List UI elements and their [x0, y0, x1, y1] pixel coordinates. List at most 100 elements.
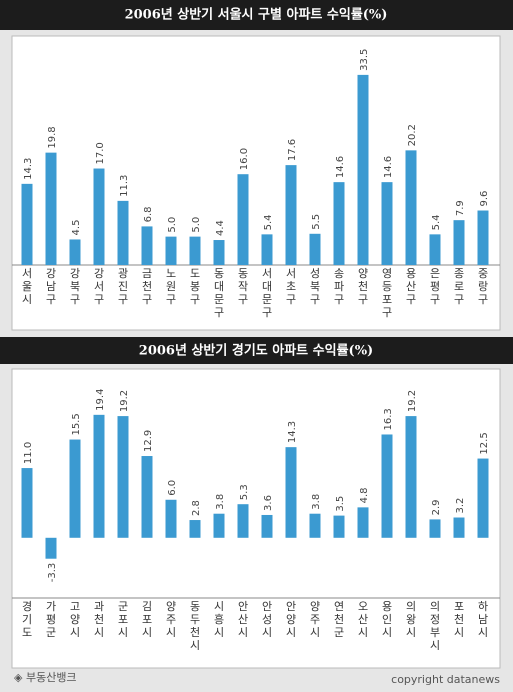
bar: [357, 74, 369, 265]
bar: [213, 240, 225, 265]
bar: [21, 183, 33, 265]
bar: [405, 416, 417, 538]
bar: [45, 152, 57, 265]
bar: [237, 174, 249, 265]
value-label: 5.0: [167, 217, 178, 233]
bar: [405, 150, 417, 265]
value-label: 19.4: [95, 389, 106, 411]
bar: [237, 504, 249, 538]
value-label: 9.6: [479, 191, 490, 207]
value-label: 5.5: [311, 214, 322, 230]
bar: [189, 520, 201, 538]
value-label: 4.4: [215, 220, 226, 236]
value-label: 3.8: [311, 494, 322, 510]
value-label: 14.3: [287, 421, 298, 443]
value-label: 7.9: [455, 200, 466, 216]
title-bar: [0, 337, 513, 364]
bar: [357, 507, 369, 538]
value-label: 3.5: [335, 496, 346, 512]
bar: [381, 434, 393, 538]
bar: [141, 456, 153, 538]
value-label: 5.0: [191, 217, 202, 233]
value-label: 15.5: [71, 413, 82, 435]
value-label: 5.4: [431, 214, 442, 230]
bar: [21, 468, 33, 538]
bar: [69, 439, 81, 538]
value-label: 16.0: [239, 148, 250, 170]
bar: [429, 234, 441, 265]
value-label: 12.5: [479, 432, 490, 454]
chart-title: 2006년 상반기 경기도 아파트 수익률(%): [139, 343, 373, 359]
bar: [453, 517, 465, 538]
value-label: 20.2: [407, 124, 418, 146]
value-label: 19.2: [119, 390, 130, 412]
bar: [429, 519, 441, 538]
bar: [309, 233, 321, 265]
bar: [333, 515, 345, 538]
copyright: copyright datanews: [391, 673, 500, 686]
bar: [477, 210, 489, 265]
plot-area: [11, 35, 501, 331]
bar: [309, 513, 321, 538]
value-label: 6.8: [143, 207, 154, 223]
value-label: 5.3: [239, 484, 250, 500]
bar: [45, 537, 57, 559]
bar: [477, 458, 489, 538]
value-label: 3.8: [215, 494, 226, 510]
bar: [261, 514, 273, 538]
plot-area: [11, 368, 501, 669]
bar: [141, 226, 153, 265]
chart-title: 2006년 상반기 서울시 구별 아파트 수익률(%): [125, 7, 388, 23]
bar: [165, 499, 177, 538]
value-label: 2.8: [191, 500, 202, 516]
value-label: -3.3: [47, 563, 58, 583]
source: ◈ 부동산뱅크: [14, 671, 77, 684]
value-label: 19.2: [407, 390, 418, 412]
bar: [453, 220, 465, 265]
value-label: 14.6: [383, 156, 394, 178]
bar: [165, 236, 177, 265]
value-label: 17.6: [287, 139, 298, 161]
bar: [381, 182, 393, 265]
bar: [69, 239, 81, 265]
value-label: 14.3: [23, 158, 34, 180]
